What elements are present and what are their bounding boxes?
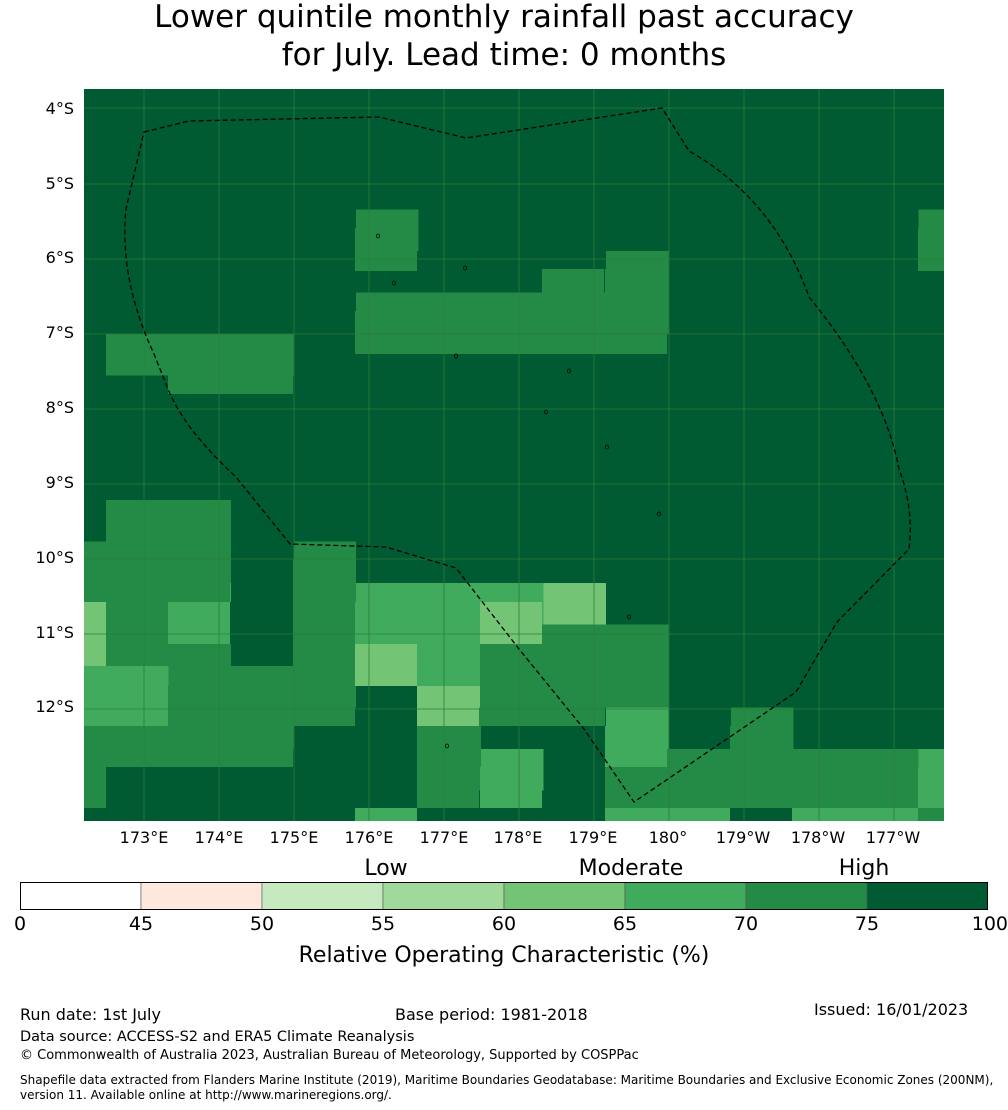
colorbar-segment-75-100 [866, 882, 988, 910]
colorbar-tick-70: 70 [733, 913, 759, 935]
colorbar-tick-45: 45 [128, 913, 154, 935]
graticule-lines [84, 89, 944, 821]
lat-label-6s: 6°S [45, 248, 74, 267]
colorbar-tick-75: 75 [854, 913, 880, 935]
category-low-label: Low [364, 856, 408, 881]
accuracy-grid-cells [84, 89, 944, 821]
shapefile-credit: Shapefile data extracted from Flanders M… [20, 1073, 994, 1102]
lat-label-11s: 11°S [35, 623, 74, 642]
lat-label-5s: 5°S [45, 174, 74, 193]
colorbar-tick-55: 55 [370, 913, 396, 935]
lon-label-176e: 176°E [344, 828, 394, 847]
colorbar-segment-0-45 [20, 882, 142, 910]
lon-label-178e: 178°E [493, 828, 543, 847]
lat-label-4s: 4°S [45, 99, 74, 118]
colorbar-tick-50: 50 [249, 913, 275, 935]
lon-label-179w: 179°W [715, 828, 771, 847]
lon-label-174e: 174°E [194, 828, 244, 847]
lat-label-8s: 8°S [45, 398, 74, 417]
lon-label-173e: 173°E [119, 828, 169, 847]
lat-label-10s: 10°S [35, 548, 74, 567]
colorbar-tick-60: 60 [491, 913, 517, 935]
lon-label-177e: 177°E [419, 828, 469, 847]
colorbar-tick-65: 65 [612, 913, 638, 935]
colorbar-segment-65-70 [624, 882, 747, 910]
colorbar-tick-100: 100 [971, 913, 1008, 935]
lon-label-180: 180° [648, 828, 688, 847]
lon-label-177w: 177°W [865, 828, 921, 847]
colorbar-segment-55-60 [382, 882, 505, 910]
lon-label-178w: 178°W [790, 828, 846, 847]
category-moderate-label: Moderate [578, 856, 684, 881]
copyright: © Commonwealth of Australia 2023, Austra… [20, 1048, 639, 1063]
rainfall-accuracy-map [84, 89, 944, 821]
lon-label-175e: 175°E [269, 828, 319, 847]
map-title-line-2: for July. Lead time: 0 months [281, 37, 727, 73]
colorbar [20, 882, 988, 910]
data-source: Data source: ACCESS-S2 and ERA5 Climate … [20, 1029, 415, 1045]
colorbar-title: Relative Operating Characteristic (%) [298, 943, 710, 968]
lat-label-12s: 12°S [35, 697, 74, 716]
map-title-line-1: Lower quintile monthly rainfall past acc… [154, 0, 854, 35]
run-date: Run date: 1st July [20, 1005, 161, 1024]
colorbar-segment-50-55 [261, 882, 384, 910]
lat-label-7s: 7°S [45, 323, 74, 342]
colorbar-tick-0: 0 [13, 913, 27, 935]
lat-label-9s: 9°S [45, 473, 74, 492]
colorbar-segment-70-75 [745, 882, 868, 910]
category-high-label: High [838, 856, 890, 881]
island-outlines [375, 233, 662, 749]
colorbar-segment-45-50 [140, 882, 263, 910]
base-period: Base period: 1981-2018 [395, 1005, 588, 1024]
lon-label-179e: 179°E [568, 828, 618, 847]
issued-date: Issued: 16/01/2023 [814, 1000, 969, 1019]
eez-boundary-line [124, 107, 911, 803]
colorbar-segment-60-65 [503, 882, 626, 910]
